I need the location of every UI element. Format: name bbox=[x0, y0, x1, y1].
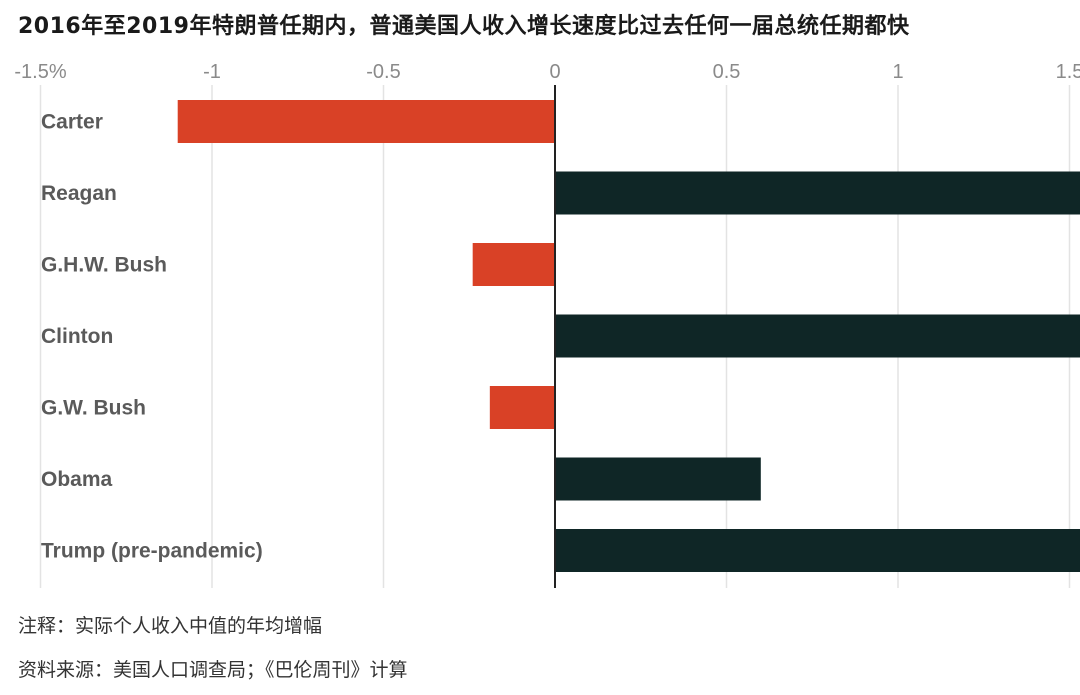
chart-note: 注释：实际个人收入中值的年均增幅 bbox=[18, 615, 323, 637]
x-axis-ticks: -1.5%-1-0.500.511.522.53 bbox=[14, 61, 1080, 83]
category-label: Trump (pre-pandemic) bbox=[41, 540, 263, 563]
bar-g-h-w-bush bbox=[472, 243, 555, 286]
bar-clinton bbox=[555, 314, 1080, 358]
category-label: G.H.W. Bush bbox=[41, 254, 167, 277]
category-label: Carter bbox=[41, 111, 103, 134]
category-label: Obama bbox=[41, 468, 113, 491]
bar-g-w-bush bbox=[489, 386, 555, 429]
bar-obama bbox=[555, 457, 761, 501]
category-label: G.W. Bush bbox=[41, 397, 146, 420]
x-tick-label: -0.5 bbox=[366, 61, 400, 83]
bar-carter bbox=[177, 100, 555, 143]
category-labels: Carter Reagan G.H.W. Bush Clinton G.W. Bush O… bbox=[41, 111, 263, 563]
chart-source: 资料来源：美国人口调查局；《巴伦周刊》计算 bbox=[18, 659, 408, 681]
x-tick-label: 1 bbox=[892, 61, 903, 83]
x-tick-label: 1.5 bbox=[1056, 61, 1080, 83]
x-tick-label: -1 bbox=[203, 61, 221, 83]
bar-trump-pre-pandemic bbox=[555, 529, 1080, 572]
bars bbox=[177, 100, 1080, 572]
bar-reagan bbox=[555, 171, 1080, 215]
category-label: Reagan bbox=[41, 182, 117, 205]
bar-chart: -1.5%-1-0.500.511.522.53 CarterReaganG.H… bbox=[14, 61, 1080, 588]
x-tick-label: 0 bbox=[549, 61, 560, 83]
x-tick-label: -1.5% bbox=[14, 61, 66, 83]
chart-title: 2016年至2019年特朗普任期内，普通美国人收入增长速度比过去任何一届总统任期… bbox=[18, 14, 910, 39]
x-tick-label: 0.5 bbox=[713, 61, 741, 83]
category-label: Clinton bbox=[41, 325, 113, 348]
